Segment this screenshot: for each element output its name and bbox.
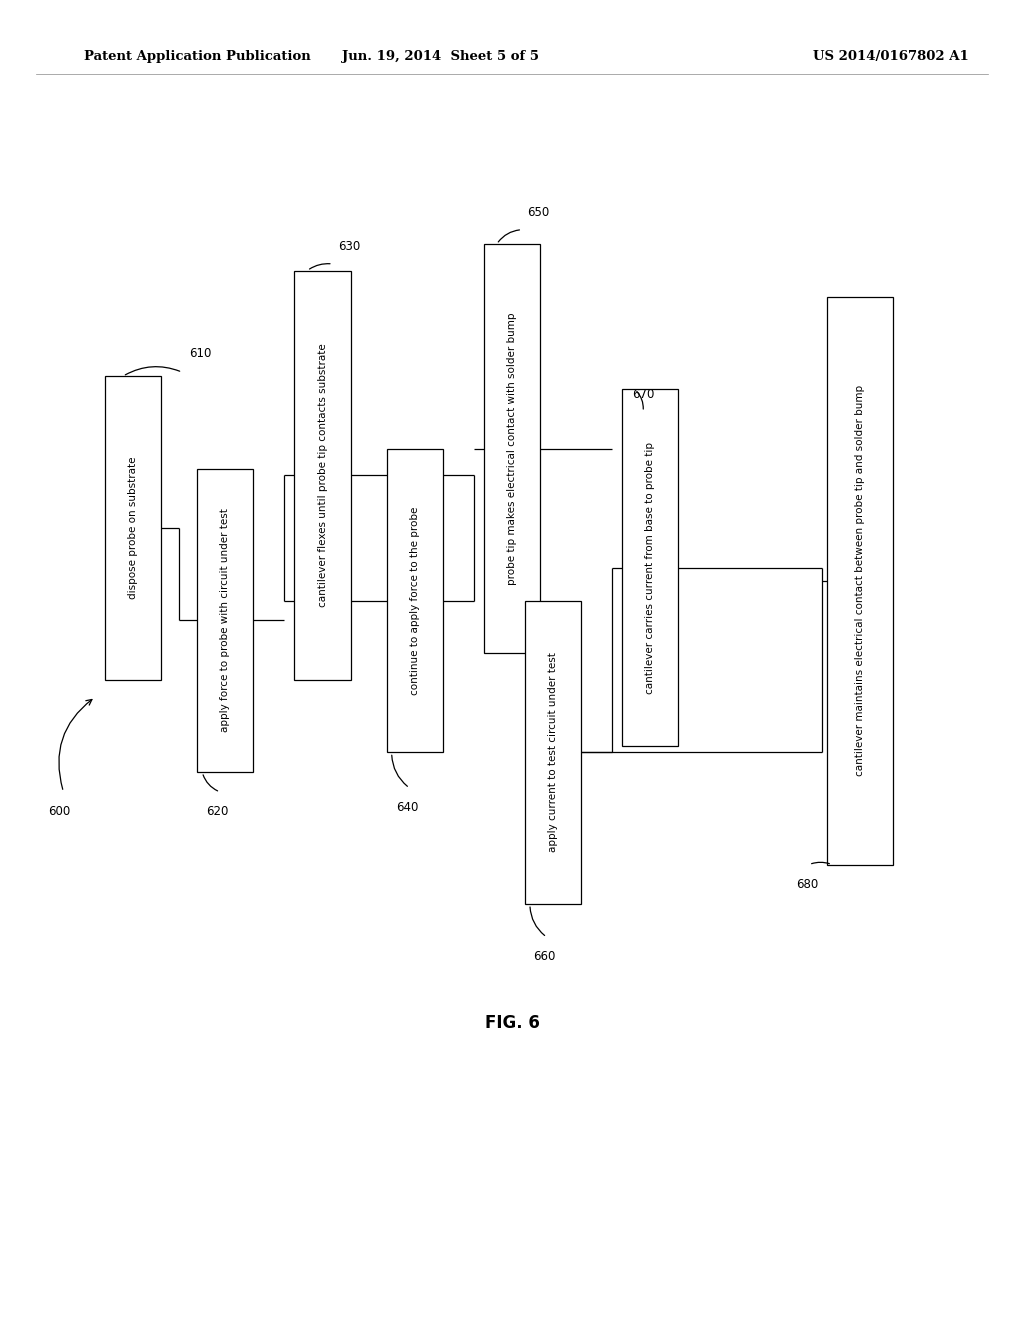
Text: 680: 680 (796, 878, 818, 891)
Text: 620: 620 (206, 805, 228, 818)
Text: US 2014/0167802 A1: US 2014/0167802 A1 (813, 50, 969, 63)
Text: cantilever flexes until probe tip contacts substrate: cantilever flexes until probe tip contac… (317, 343, 328, 607)
Text: cantilever carries current from base to probe tip: cantilever carries current from base to … (645, 442, 655, 693)
Bar (295, 271, 350, 680)
Text: cantilever maintains electrical contact between probe tip and solder bump: cantilever maintains electrical contact … (855, 385, 865, 776)
Text: 640: 640 (396, 801, 419, 814)
Text: 630: 630 (338, 240, 360, 253)
Bar (525, 601, 582, 904)
Bar (483, 244, 541, 653)
Text: continue to apply force to the probe: continue to apply force to the probe (410, 507, 420, 694)
Text: 650: 650 (527, 206, 550, 219)
Bar (827, 297, 893, 865)
Bar (623, 389, 679, 746)
Bar (105, 376, 162, 680)
Text: 600: 600 (48, 805, 71, 818)
Text: Patent Application Publication: Patent Application Publication (84, 50, 310, 63)
Text: 670: 670 (632, 388, 654, 401)
Text: 660: 660 (534, 950, 556, 964)
Text: Jun. 19, 2014  Sheet 5 of 5: Jun. 19, 2014 Sheet 5 of 5 (342, 50, 539, 63)
Text: 610: 610 (189, 347, 212, 360)
Text: apply force to probe with circuit under test: apply force to probe with circuit under … (220, 508, 230, 733)
Text: dispose probe on substrate: dispose probe on substrate (128, 457, 138, 599)
Bar (197, 469, 254, 772)
Text: apply current to test circuit under test: apply current to test circuit under test (548, 652, 558, 853)
Text: FIG. 6: FIG. 6 (484, 1014, 540, 1032)
Text: probe tip makes electrical contact with solder bump: probe tip makes electrical contact with … (507, 313, 517, 585)
Bar (387, 449, 442, 752)
